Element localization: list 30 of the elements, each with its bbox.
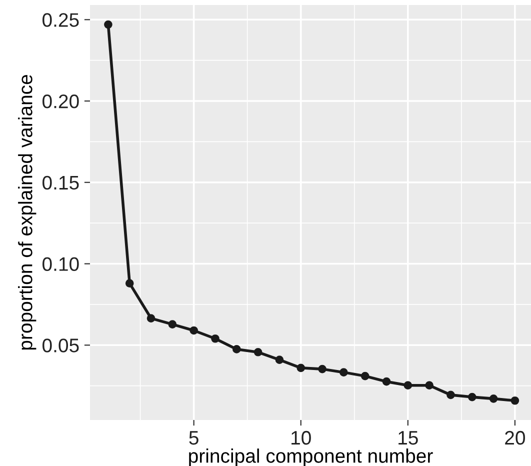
x-tick-label: 10 [292,430,311,445]
point [146,314,156,322]
x-tick-label: 20 [505,430,525,445]
point [510,396,520,405]
x-tick-label: 5 [189,431,198,445]
y-tick-label: 0.25 [42,13,79,27]
point [125,279,134,288]
point [468,392,476,402]
y-tick-label: 0.10 [42,257,79,271]
point [404,381,412,390]
point [382,377,391,386]
y-tick-label: 0.15 [42,176,79,190]
x-tick-label: 15 [398,431,418,445]
point [232,345,241,354]
y-tick-label: 0.05 [42,338,79,352]
point [296,364,306,372]
y-tick-label: 0.20 [42,94,79,108]
point [254,348,262,356]
point [446,390,455,400]
point [360,372,370,380]
point [275,356,284,364]
point [425,381,434,390]
point [489,394,498,403]
point [190,326,198,335]
point [104,20,112,29]
point [168,320,177,328]
y-axis-title: proportion of explained variance [18,74,36,350]
point [340,368,348,376]
point [211,334,220,343]
point [318,364,326,374]
